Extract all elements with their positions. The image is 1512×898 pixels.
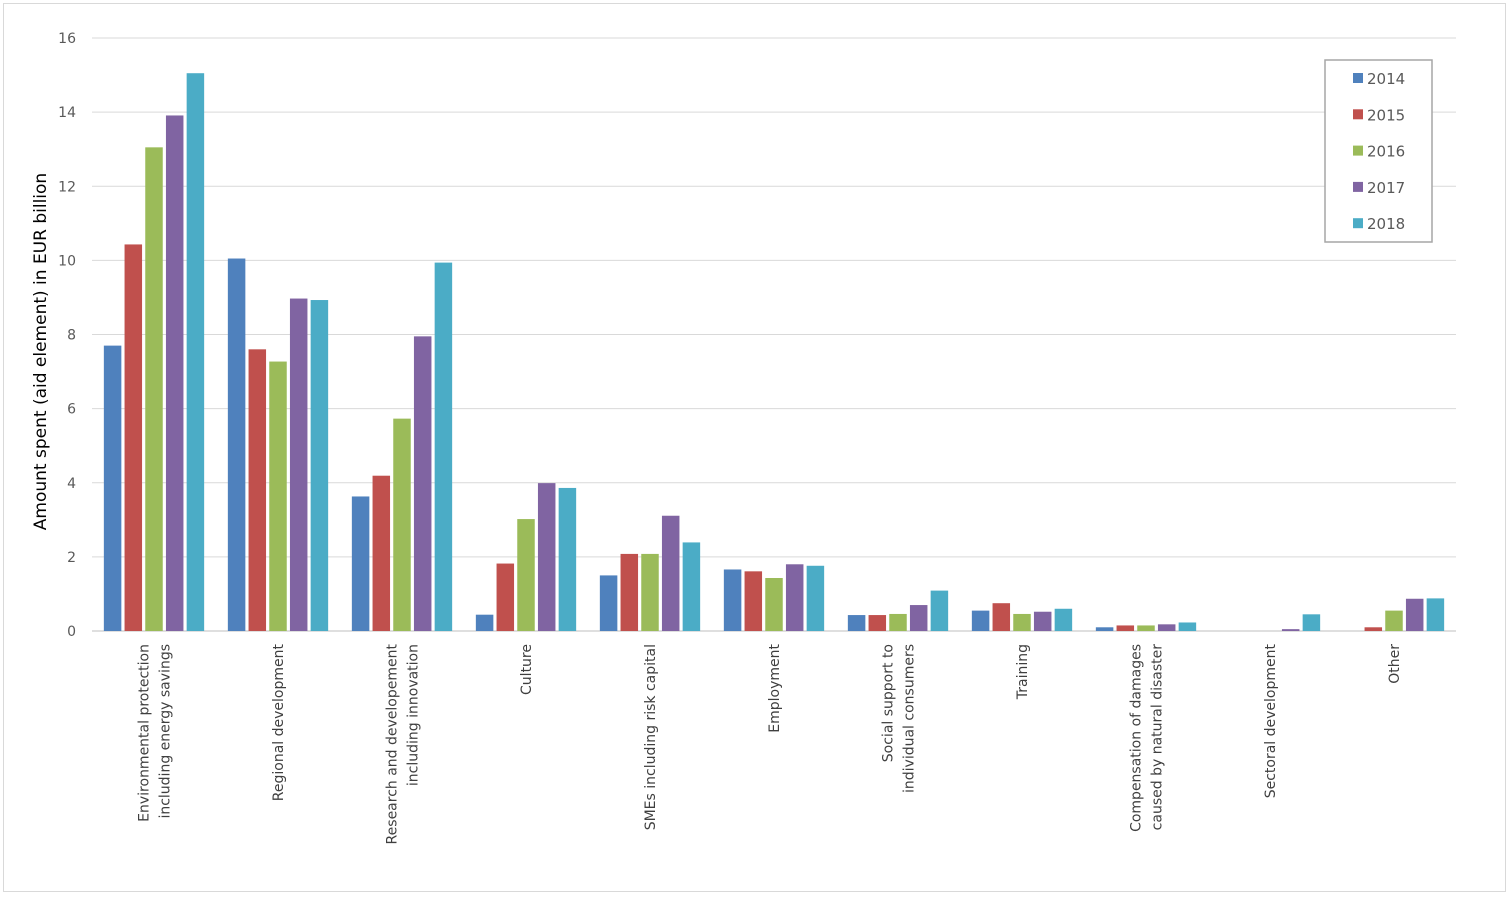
bar <box>1033 611 1052 631</box>
bar <box>1405 598 1424 631</box>
bar <box>558 487 577 631</box>
bar <box>1116 625 1135 631</box>
bar <box>248 349 267 631</box>
bar <box>744 571 763 631</box>
legend-swatch <box>1353 109 1363 120</box>
bar <box>930 590 949 631</box>
legend-swatch <box>1353 73 1363 83</box>
y-tick-label: 4 <box>67 476 76 492</box>
y-tick-label: 2 <box>67 550 76 566</box>
x-category-label: Employment <box>767 644 783 733</box>
y-tick-label: 12 <box>58 179 76 195</box>
bar <box>889 613 907 631</box>
legend-label: 2017 <box>1367 179 1405 197</box>
bar <box>124 244 143 632</box>
bar <box>537 483 556 631</box>
y-tick-label: 14 <box>58 105 76 121</box>
bar <box>289 298 308 631</box>
legend-label: 2014 <box>1367 70 1405 88</box>
bar <box>971 610 990 631</box>
bar <box>1364 627 1383 631</box>
bars <box>103 73 1445 632</box>
bar <box>1157 624 1176 631</box>
bar <box>517 519 535 631</box>
bar <box>475 614 494 631</box>
y-tick-label: 16 <box>58 31 76 47</box>
y-axis-label: Amount spent (aid element) in EUR billio… <box>31 173 51 530</box>
bar <box>868 615 887 631</box>
bar <box>1013 613 1031 631</box>
bar <box>847 615 866 631</box>
x-category-label: individual consumers <box>902 644 918 793</box>
bar <box>165 115 184 631</box>
x-axis-labels: Environmental protection including energy… <box>137 643 1404 844</box>
bar <box>806 565 825 631</box>
x-category-label: Compensation of damages <box>1129 644 1145 832</box>
x-category-label: SMEs including risk capital <box>643 644 659 830</box>
bar <box>1137 625 1155 631</box>
bar <box>599 575 618 631</box>
bar <box>351 496 370 631</box>
bar <box>372 475 391 631</box>
legend-box <box>1324 59 1433 243</box>
bar <box>620 553 639 631</box>
bar <box>496 563 515 631</box>
bar <box>413 336 432 631</box>
bar <box>434 262 453 631</box>
bar <box>269 361 287 631</box>
bar <box>1302 614 1321 631</box>
x-category-label: Sectoral development <box>1263 643 1279 798</box>
legend-swatch <box>1353 145 1363 156</box>
x-category-label: Social support to <box>881 644 897 762</box>
x-category-label: Environmental protection <box>137 644 153 822</box>
bar <box>103 345 122 631</box>
legend: 2014 2015 2016 2017 2018 <box>1324 59 1433 243</box>
legend-swatch <box>1353 218 1363 229</box>
legend-label: 2016 <box>1367 143 1405 161</box>
bar <box>1385 610 1403 631</box>
bar <box>1178 622 1197 631</box>
bar <box>723 569 742 631</box>
x-category-label: Research and developement <box>385 644 401 845</box>
x-category-label: including energy savings <box>158 644 174 819</box>
bar <box>765 578 783 631</box>
bar <box>1426 598 1445 631</box>
bar <box>186 73 205 632</box>
y-tick-label: 6 <box>67 402 76 418</box>
bar <box>1054 608 1073 631</box>
x-category-label: including innovation <box>406 644 422 786</box>
x-category-label: Regional development <box>271 643 287 801</box>
bar-chart: 0 2 4 6 8 10 12 14 16 Environmental protection in… <box>31 31 1456 844</box>
y-tick-label: 0 <box>67 624 76 640</box>
x-category-label: Other <box>1387 644 1403 684</box>
bar <box>1281 629 1300 631</box>
bar <box>661 515 680 631</box>
y-tick-label: 8 <box>67 328 76 344</box>
legend-label: 2018 <box>1367 215 1405 233</box>
x-category-label: Training <box>1015 644 1031 700</box>
y-tick-label: 10 <box>58 253 76 269</box>
bar <box>227 258 246 631</box>
x-category-label: caused by natural disaster <box>1150 644 1166 831</box>
bar <box>1095 627 1114 631</box>
bar <box>393 418 411 631</box>
bar <box>310 300 329 631</box>
bar <box>992 603 1011 631</box>
bar <box>785 564 804 631</box>
chart-frame: 0 2 4 6 8 10 12 14 16 Environmental protection in… <box>3 3 1506 892</box>
bar <box>641 553 659 631</box>
y-axis-ticks: 0 2 4 6 8 10 12 14 16 <box>58 31 76 640</box>
legend-label: 2015 <box>1367 106 1405 124</box>
legend-swatch <box>1353 181 1363 192</box>
bar <box>909 605 928 631</box>
bar <box>682 542 701 631</box>
bar <box>145 147 163 631</box>
x-category-label: Culture <box>519 644 535 695</box>
